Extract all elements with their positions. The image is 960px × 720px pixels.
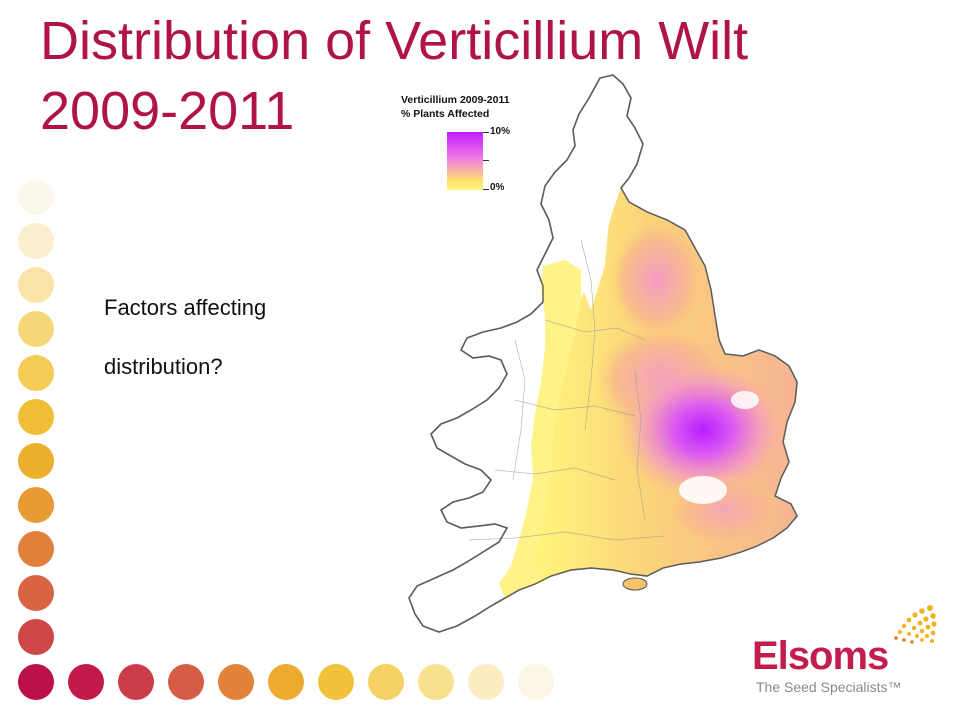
london-gap <box>679 476 727 504</box>
coastline <box>408 74 798 633</box>
dot-bottom-11 <box>518 664 554 700</box>
legend-color-bar <box>447 132 483 190</box>
low-risk-area <box>499 260 581 598</box>
dot-left-9 <box>18 531 54 567</box>
legend-tick-max <box>483 132 489 133</box>
dot-bottom-4 <box>168 664 204 700</box>
isle-of-wight <box>622 577 648 591</box>
dot-left-11 <box>18 619 54 655</box>
dot-bottom-6 <box>268 664 304 700</box>
dot-bottom-3 <box>118 664 154 700</box>
dot-bottom-2 <box>68 664 104 700</box>
dot-bottom-5 <box>218 664 254 700</box>
elsoms-logo: Elsoms The Seed Specialists™ <box>748 602 948 702</box>
map-legend: Verticillium 2009-2011 % Plants Affected… <box>401 94 541 204</box>
slide-title-line-2: 2009-2011 <box>40 81 295 141</box>
dot-left-2 <box>18 223 54 259</box>
dot-left-8 <box>18 487 54 523</box>
dot-left-5 <box>18 355 54 391</box>
dot-left-1 <box>18 179 54 215</box>
dot-bottom-1 <box>18 664 54 700</box>
legend-tick-min <box>483 189 489 190</box>
dot-left-3 <box>18 267 54 303</box>
legend-max-label: 10% <box>490 126 511 137</box>
dot-left-7 <box>18 443 54 479</box>
body-line-2: distribution? <box>104 354 223 379</box>
legend-title-line-2: % Plants Affected <box>401 108 490 120</box>
county-boundaries <box>468 239 666 541</box>
england-wales-map <box>408 74 798 633</box>
dot-left-10 <box>18 575 54 611</box>
legend-min-label: 0% <box>490 182 505 193</box>
fen-gap <box>731 391 759 409</box>
slide-title-line-1: Distribution of Verticillium Wilt <box>40 11 749 71</box>
dot-bottom-9 <box>418 664 454 700</box>
dot-left-6 <box>18 399 54 435</box>
pennines-gap <box>583 200 609 310</box>
body-line-1: Factors affecting <box>104 295 267 320</box>
legend-tick-mid <box>483 160 489 161</box>
northeast-hotspot <box>609 220 705 340</box>
dot-bottom-8 <box>368 664 404 700</box>
slide-body-text: Factors affecting distribution? <box>104 278 354 396</box>
logo-wordmark: Elsoms <box>752 634 889 678</box>
slide-title: Distribution of Verticillium Wilt 2009-2… <box>40 6 920 146</box>
logo-dot-mark-icon <box>894 605 937 644</box>
distribution-map <box>395 70 820 645</box>
logo-tagline: The Seed Specialists™ <box>756 679 902 695</box>
dot-bottom-10 <box>468 664 504 700</box>
dot-bottom-7 <box>318 664 354 700</box>
dot-left-4 <box>18 311 54 347</box>
legend-title-line-1: Verticillium 2009-2011 <box>401 94 510 106</box>
